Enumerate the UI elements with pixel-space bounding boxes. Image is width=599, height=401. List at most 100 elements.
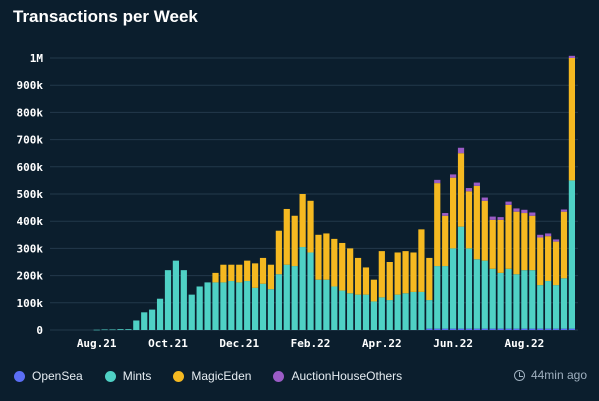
- bar-segment-magiceden[interactable]: [386, 262, 393, 301]
- bar-segment-mints[interactable]: [299, 247, 306, 330]
- bar-segment-magiceden[interactable]: [418, 229, 425, 292]
- bar-segment-mints[interactable]: [267, 289, 275, 330]
- bar-segment-mints[interactable]: [133, 320, 140, 330]
- bar-segment-opensea[interactable]: [568, 328, 575, 330]
- bar-segment-magiceden[interactable]: [434, 183, 441, 267]
- legend-item-auctionhouseothers[interactable]: AuctionHouseOthers: [273, 369, 402, 383]
- bar-segment-mints[interactable]: [410, 291, 417, 330]
- bar-segment-auctionhouseothers[interactable]: [497, 217, 504, 220]
- bar-segment-mints[interactable]: [275, 274, 282, 330]
- bar-segment-opensea[interactable]: [426, 328, 433, 330]
- bar-segment-magiceden[interactable]: [442, 215, 449, 267]
- bar-segment-opensea[interactable]: [450, 328, 457, 330]
- bar-segment-mints[interactable]: [196, 286, 203, 330]
- bar-segment-mints[interactable]: [283, 264, 290, 330]
- bar-segment-magiceden[interactable]: [450, 177, 457, 249]
- bar-segment-mints[interactable]: [180, 270, 187, 330]
- bar-segment-opensea[interactable]: [489, 328, 496, 330]
- bar-segment-opensea[interactable]: [465, 328, 473, 330]
- bar-segment-magiceden[interactable]: [513, 211, 520, 275]
- bar-segment-magiceden[interactable]: [259, 257, 267, 284]
- bar-segment-magiceden[interactable]: [568, 58, 575, 181]
- bar-segment-mints[interactable]: [545, 281, 552, 329]
- bar-segment-magiceden[interactable]: [402, 251, 409, 294]
- bar-segment-opensea[interactable]: [434, 328, 441, 330]
- bar-segment-mints[interactable]: [418, 291, 425, 330]
- bar-segment-magiceden[interactable]: [228, 264, 235, 282]
- bar-segment-opensea[interactable]: [497, 328, 504, 330]
- bar-segment-auctionhouseothers[interactable]: [434, 179, 441, 184]
- bar-segment-mints[interactable]: [156, 298, 164, 330]
- bar-segment-auctionhouseothers[interactable]: [513, 208, 520, 212]
- bar-segment-mints[interactable]: [457, 226, 465, 329]
- bar-segment-magiceden[interactable]: [220, 264, 227, 283]
- bar-segment-magiceden[interactable]: [212, 272, 219, 283]
- bar-segment-auctionhouseothers[interactable]: [465, 188, 473, 192]
- bar-segment-mints[interactable]: [188, 294, 195, 330]
- bar-segment-magiceden[interactable]: [394, 252, 401, 295]
- bar-segment-mints[interactable]: [236, 282, 243, 330]
- bar-segment-opensea[interactable]: [552, 328, 560, 330]
- bar-segment-mints[interactable]: [426, 300, 433, 329]
- bar-segment-mints[interactable]: [212, 282, 219, 330]
- bar-segment-magiceden[interactable]: [339, 242, 346, 291]
- bar-segment-mints[interactable]: [442, 266, 449, 329]
- bar-segment-mints[interactable]: [228, 281, 235, 330]
- bar-segment-magiceden[interactable]: [521, 213, 528, 271]
- bar-segment-magiceden[interactable]: [244, 260, 251, 282]
- bar-segment-magiceden[interactable]: [347, 248, 354, 294]
- bar-segment-magiceden[interactable]: [426, 257, 433, 301]
- bar-segment-auctionhouseothers[interactable]: [560, 209, 568, 212]
- bar-segment-magiceden[interactable]: [283, 208, 290, 265]
- bar-segment-opensea[interactable]: [560, 328, 568, 330]
- bar-segment-magiceden[interactable]: [560, 211, 568, 279]
- bar-segment-auctionhouseothers[interactable]: [568, 55, 575, 58]
- bar-segment-mints[interactable]: [394, 294, 401, 330]
- bar-segment-opensea[interactable]: [545, 328, 552, 330]
- bar-segment-mints[interactable]: [315, 279, 322, 330]
- bar-segment-magiceden[interactable]: [299, 194, 306, 248]
- bar-segment-auctionhouseothers[interactable]: [552, 239, 560, 242]
- bar-segment-mints[interactable]: [101, 329, 108, 331]
- legend-item-magiceden[interactable]: MagicEden: [173, 369, 251, 383]
- bar-segment-mints[interactable]: [560, 278, 568, 329]
- bar-segment-mints[interactable]: [93, 329, 100, 331]
- bar-segment-mints[interactable]: [354, 294, 362, 330]
- bar-segment-auctionhouseothers[interactable]: [505, 201, 512, 205]
- bar-segment-magiceden[interactable]: [275, 230, 282, 275]
- bar-segment-mints[interactable]: [378, 297, 385, 330]
- bar-segment-mints[interactable]: [331, 286, 338, 330]
- bar-segment-mints[interactable]: [172, 260, 179, 330]
- bar-segment-magiceden[interactable]: [465, 191, 473, 249]
- bar-segment-mints[interactable]: [552, 285, 560, 329]
- bar-segment-mints[interactable]: [252, 287, 259, 330]
- bar-segment-magiceden[interactable]: [236, 264, 243, 283]
- bar-segment-magiceden[interactable]: [307, 200, 314, 253]
- bar-segment-mints[interactable]: [505, 268, 512, 329]
- bar-segment-mints[interactable]: [164, 270, 172, 330]
- bar-segment-opensea[interactable]: [473, 328, 480, 330]
- bar-segment-mints[interactable]: [473, 259, 480, 329]
- bar-segment-mints[interactable]: [259, 283, 267, 330]
- bar-segment-magiceden[interactable]: [489, 219, 496, 269]
- bar-segment-mints[interactable]: [220, 282, 227, 330]
- bar-segment-magiceden[interactable]: [505, 204, 512, 269]
- bar-segment-auctionhouseothers[interactable]: [450, 174, 457, 178]
- bar-segment-magiceden[interactable]: [370, 279, 377, 302]
- bar-segment-auctionhouseothers[interactable]: [481, 197, 488, 201]
- bar-segment-mints[interactable]: [109, 329, 116, 331]
- bar-segment-auctionhouseothers[interactable]: [442, 213, 449, 216]
- bar-segment-magiceden[interactable]: [529, 215, 536, 271]
- bar-segment-opensea[interactable]: [513, 328, 520, 330]
- bar-segment-mints[interactable]: [244, 281, 251, 330]
- bar-segment-magiceden[interactable]: [331, 238, 338, 287]
- legend-item-opensea[interactable]: OpenSea: [14, 369, 83, 383]
- bar-segment-magiceden[interactable]: [267, 264, 275, 290]
- bar-segment-opensea[interactable]: [481, 328, 488, 330]
- bar-segment-mints[interactable]: [339, 290, 346, 330]
- bar-segment-magiceden[interactable]: [552, 241, 560, 286]
- bar-segment-magiceden[interactable]: [315, 234, 322, 280]
- bar-segment-mints[interactable]: [117, 329, 124, 330]
- bar-segment-magiceden[interactable]: [481, 200, 488, 261]
- bar-segment-mints[interactable]: [465, 248, 473, 329]
